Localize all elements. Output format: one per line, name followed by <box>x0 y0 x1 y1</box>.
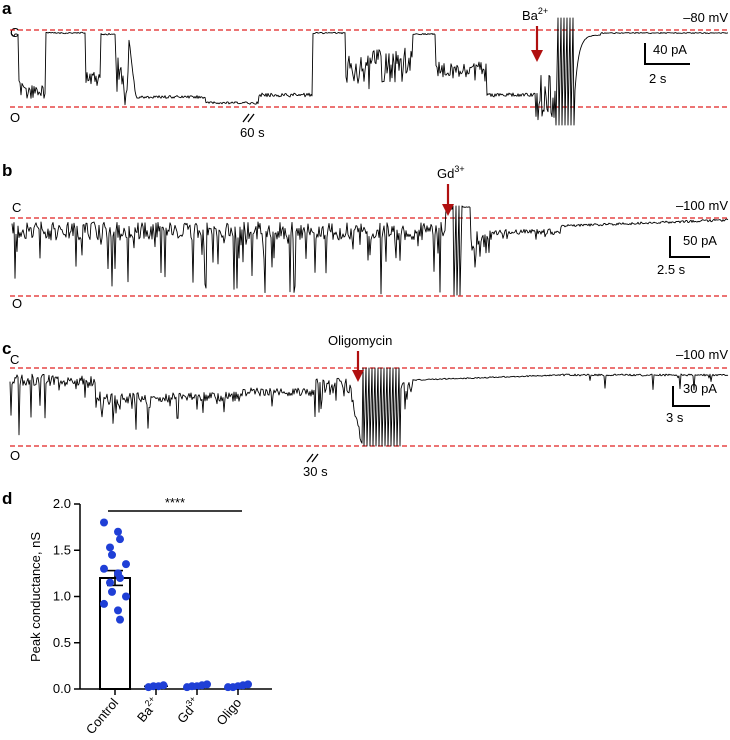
data-point <box>106 543 114 552</box>
panel-b: b C O –100 mV Gd3+ 50 pA 2.5 s <box>2 161 728 311</box>
drug-label-c: Oligomycin <box>328 333 392 348</box>
panel-label-c: c <box>2 339 11 358</box>
voltage-label-c: –100 mV <box>676 347 728 362</box>
scale-current-a: 40 pA <box>653 42 687 57</box>
y-axis-label: Peak conductance, nS <box>28 532 43 662</box>
open-label-c: O <box>10 448 20 463</box>
data-point <box>100 518 108 527</box>
data-point <box>116 535 124 544</box>
scale-bar-b <box>669 236 710 258</box>
y-tick-label: 2.0 <box>53 496 71 511</box>
time-break-c <box>306 453 319 463</box>
current-trace-c <box>9 367 729 447</box>
drug-arrowhead-c <box>352 370 364 382</box>
scale-current-b: 50 pA <box>683 233 717 248</box>
data-point <box>122 560 130 569</box>
closed-label-a: C <box>10 25 19 40</box>
break-label-c: 30 s <box>303 464 328 479</box>
data-point <box>114 527 122 536</box>
break-label-a: 60 s <box>240 125 265 140</box>
data-points <box>100 518 252 692</box>
data-point <box>203 680 211 689</box>
voltage-label-a: –80 mV <box>683 10 728 25</box>
panel-label-b: b <box>2 161 12 180</box>
data-point <box>244 680 252 689</box>
scale-time-b: 2.5 s <box>657 262 686 277</box>
open-label-b: O <box>12 296 22 311</box>
drug-label-a: Ba2+ <box>522 6 548 23</box>
scale-time-a: 2 s <box>649 71 667 86</box>
y-tick-label: 0.0 <box>53 681 71 696</box>
data-point <box>108 587 116 596</box>
drug-arrowhead-a <box>531 50 543 62</box>
x-tick-label: Gd3+ <box>173 694 204 726</box>
panel-label-d: d <box>2 489 12 508</box>
x-tick-label: Oligo <box>213 695 244 728</box>
scale-current-c: 30 pA <box>683 381 717 396</box>
x-ticks: Control Ba2+ Gd3+ Oligo <box>83 689 244 737</box>
y-ticks: 0.0 0.5 1.0 1.5 2.0 <box>53 496 80 696</box>
y-tick-label: 1.5 <box>53 542 71 557</box>
panel-c: c C O –100 mV Oligomycin 30 s 30 pA 3 s <box>2 333 728 479</box>
drug-arrowhead-b <box>442 204 454 216</box>
closed-label-b: C <box>12 200 21 215</box>
data-point <box>108 550 116 559</box>
data-point <box>122 592 130 601</box>
scale-bar-a <box>644 43 690 65</box>
data-point <box>159 681 168 690</box>
current-trace-b <box>11 205 729 296</box>
drug-label-b: Gd3+ <box>437 164 465 181</box>
closed-label-c: C <box>10 352 19 367</box>
scale-bar-c <box>672 386 710 407</box>
y-tick-label: 0.5 <box>53 635 71 650</box>
x-tick-label: Ba2+ <box>132 694 162 725</box>
panel-d: d Peak conductance, nS 0.0 0.5 1.0 1.5 2.0 C… <box>2 489 272 737</box>
data-point <box>100 599 108 608</box>
scale-time-c: 3 s <box>666 410 684 425</box>
data-point <box>116 615 124 624</box>
voltage-label-b: –100 mV <box>676 198 728 213</box>
panel-label-a: a <box>2 0 12 18</box>
current-trace-a <box>11 17 729 126</box>
data-point <box>100 564 108 573</box>
significance-label: **** <box>165 495 185 510</box>
time-break-a <box>242 113 255 123</box>
panel-a: a C O –80 mV Ba2+ 60 s 40 pA 2 s <box>2 0 728 140</box>
data-point <box>116 574 124 582</box>
open-label-a: O <box>10 110 20 125</box>
y-tick-label: 1.0 <box>53 589 71 604</box>
data-point <box>106 578 114 587</box>
x-tick-label: Control <box>83 695 121 737</box>
data-point <box>114 606 122 615</box>
